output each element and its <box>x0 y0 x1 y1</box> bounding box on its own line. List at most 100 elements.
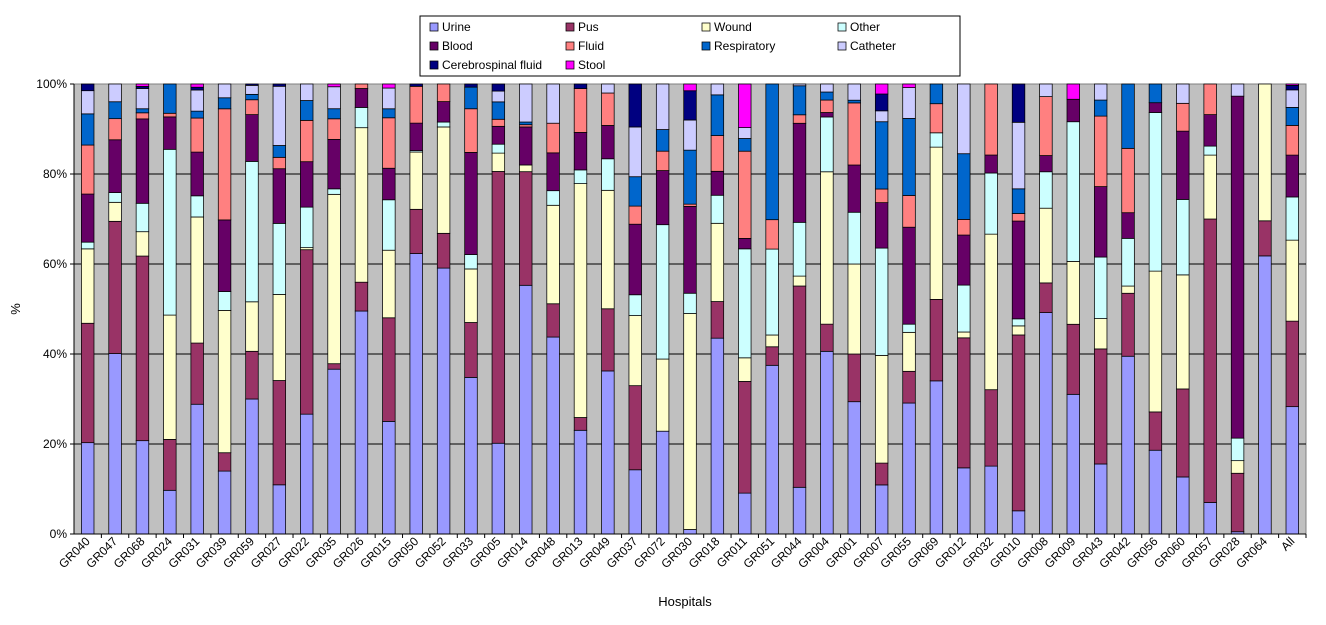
bar-segment-other <box>272 222 287 295</box>
bar-segment-pus <box>820 323 834 352</box>
bar-segment-wound <box>436 126 451 234</box>
bar-segment-wound <box>519 164 533 173</box>
bar-segment-pus <box>1093 348 1108 465</box>
bar-segment-blood <box>1148 102 1163 113</box>
bar-segment-fluid <box>464 108 478 153</box>
bar-segment-fluid <box>81 144 95 195</box>
bar-segment-blood <box>1093 186 1108 258</box>
bar-segment-blood <box>1285 154 1299 198</box>
bar-segment-fluid <box>902 195 916 228</box>
bar-segment-blood <box>957 234 971 286</box>
bar-segment-blood <box>1203 114 1217 147</box>
bar-segment-urine <box>573 429 588 535</box>
bar-segment-other <box>1230 437 1245 462</box>
bar-segment-wound <box>327 193 341 365</box>
bar-segment-respiratory <box>710 94 725 136</box>
bar-segment-catheter <box>1176 83 1190 104</box>
bar-segment-catheter <box>847 83 861 101</box>
bar-segment-pus <box>409 208 423 254</box>
bar-segment-other <box>573 169 588 184</box>
bar-segment-cerebrospinal-fluid <box>190 86 204 91</box>
bar-segment-other <box>929 132 944 148</box>
bar-segment-other <box>1203 145 1217 156</box>
bar-segment-urine <box>81 442 95 535</box>
bar-segment-respiratory <box>847 99 861 104</box>
legend-label: Cerebrospinal fluid <box>442 58 542 72</box>
bar-segment-urine <box>245 398 259 535</box>
bar-segment-other <box>683 292 697 314</box>
legend-swatch <box>565 60 575 70</box>
bar-segment-wound <box>135 231 150 257</box>
bar-segment-pus <box>217 452 232 472</box>
bar-segment-wound <box>190 216 204 344</box>
bar-segment-blood <box>984 154 998 174</box>
bar-segment-respiratory <box>491 101 506 120</box>
bar-segment-pus <box>792 285 807 488</box>
bar-stack <box>710 83 725 535</box>
bar-segment-blood <box>1011 220 1026 320</box>
bar-stack <box>683 83 697 535</box>
bar-segment-pus <box>546 303 560 338</box>
bar-segment-blood <box>1176 130 1190 200</box>
bar-segment-other <box>1176 199 1190 276</box>
bar-segment-wound <box>765 334 779 348</box>
bar-segment-other <box>738 248 752 359</box>
bar-segment-urine <box>628 469 642 535</box>
bar-segment-urine <box>738 492 752 535</box>
bar-segment-blood <box>519 126 533 166</box>
bar-segment-respiratory <box>655 129 670 152</box>
bar-segment-wound <box>1203 154 1217 220</box>
legend-swatch <box>837 22 847 32</box>
bar-segment-urine <box>765 364 779 535</box>
bar-segment-catheter <box>1285 89 1299 108</box>
bar-segment-fluid <box>190 117 204 153</box>
bar-stack <box>436 83 451 535</box>
bar-segment-catheter <box>519 83 533 123</box>
bar-stack <box>1148 83 1163 535</box>
bar-segment-pus <box>601 308 615 372</box>
bar-segment-wound <box>792 275 807 287</box>
bar-stack <box>847 83 861 535</box>
bar-segment-catheter <box>135 88 150 110</box>
bar-stack <box>628 83 642 535</box>
bar-segment-respiratory <box>1093 99 1108 117</box>
bar-segment-fluid <box>108 118 122 141</box>
bar-stack <box>163 83 177 535</box>
bar-segment-pus <box>957 337 971 469</box>
bar-stack <box>984 83 998 535</box>
bar-segment-catheter <box>382 87 396 110</box>
bar-segment-fluid <box>409 85 423 124</box>
bar-stack <box>902 83 916 535</box>
bar-segment-wound <box>710 222 725 302</box>
bar-segment-wound <box>1093 318 1108 350</box>
bar-segment-blood <box>902 226 916 325</box>
bar-stack <box>491 83 506 535</box>
bar-segment-fluid <box>984 83 998 156</box>
bar-stack <box>1285 83 1299 535</box>
bar-segment-other <box>1093 256 1108 319</box>
bar-segment-other <box>1039 171 1053 209</box>
bar-segment-urine <box>1285 406 1299 535</box>
bar-segment-urine <box>601 370 615 535</box>
bar-segment-respiratory <box>327 108 341 120</box>
bar-segment-respiratory <box>81 113 95 146</box>
bar-segment-other <box>601 158 615 191</box>
bar-stack <box>1230 83 1245 535</box>
bar-segment-pus <box>874 462 889 486</box>
bar-segment-respiratory <box>190 110 204 119</box>
bar-segment-wound <box>683 313 697 530</box>
bar-stack <box>409 83 423 535</box>
bar-segment-cerebrospinal-fluid <box>874 93 889 112</box>
bar-segment-pus <box>464 322 478 378</box>
bar-segment-cerebrospinal-fluid <box>245 83 259 86</box>
y-axis: 0% 20% 40% 60% 80% 100% <box>36 77 75 541</box>
bar-segment-fluid <box>546 122 560 154</box>
bar-stack <box>874 83 889 535</box>
bar-segment-respiratory <box>1121 83 1135 149</box>
bar-segment-blood <box>135 118 150 204</box>
bar-stack <box>272 83 287 535</box>
bar-segment-catheter <box>217 83 232 99</box>
bar-segment-urine <box>957 467 971 535</box>
bar-stack <box>820 83 834 535</box>
y-tick-label: 60% <box>43 257 67 271</box>
